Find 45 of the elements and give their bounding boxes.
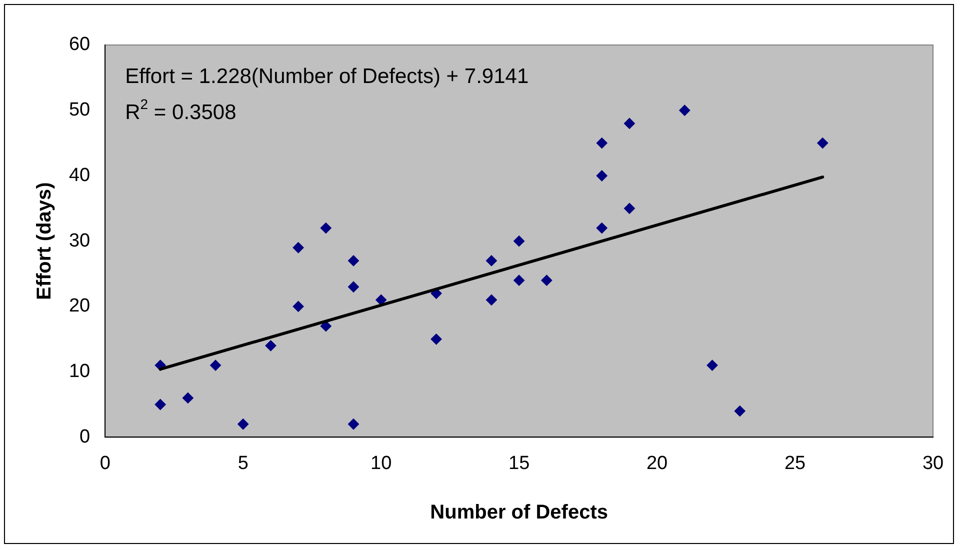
x-tick-label: 0 (100, 452, 110, 474)
x-tick-label: 5 (238, 452, 248, 474)
y-tick-label: 0 (80, 426, 90, 448)
point (624, 118, 635, 129)
point (348, 281, 359, 292)
x-tick-label: 30 (922, 452, 944, 474)
point (348, 255, 359, 266)
x-tick-label: 20 (646, 452, 668, 474)
x-axis-title: Number of Defects (430, 502, 608, 524)
point (154, 399, 166, 410)
x-tick-label: 10 (370, 452, 392, 474)
point (514, 236, 525, 247)
point (486, 255, 497, 266)
point (292, 242, 304, 254)
point (210, 360, 222, 371)
point (265, 340, 276, 352)
point (596, 222, 608, 234)
y-tick-label: 50 (68, 100, 90, 121)
x-tick-label: 25 (784, 452, 806, 474)
point (376, 294, 387, 306)
point (624, 202, 635, 214)
y-tick-label: 40 (68, 164, 90, 186)
point (292, 300, 304, 312)
point (541, 274, 552, 286)
point (320, 320, 332, 332)
point (430, 334, 442, 345)
y-tick-label: 60 (68, 34, 90, 56)
point (734, 406, 746, 417)
point (514, 274, 525, 286)
point (348, 418, 359, 430)
y-tick-label: 30 (68, 230, 90, 252)
point (706, 360, 718, 371)
point (679, 104, 690, 116)
point (596, 138, 608, 149)
point (238, 418, 249, 430)
annotation: Effort = 1.228(Number of Defects) + 7.9141 (125, 65, 529, 88)
point (182, 392, 194, 404)
y-tick-label: 20 (68, 296, 90, 317)
point (596, 170, 608, 182)
x-tick-label: 15 (508, 452, 530, 474)
point (817, 138, 828, 149)
y-axis-title: Effort (days) (34, 182, 56, 300)
point (486, 294, 497, 306)
point (320, 222, 332, 234)
y-tick-label: 10 (68, 361, 90, 382)
